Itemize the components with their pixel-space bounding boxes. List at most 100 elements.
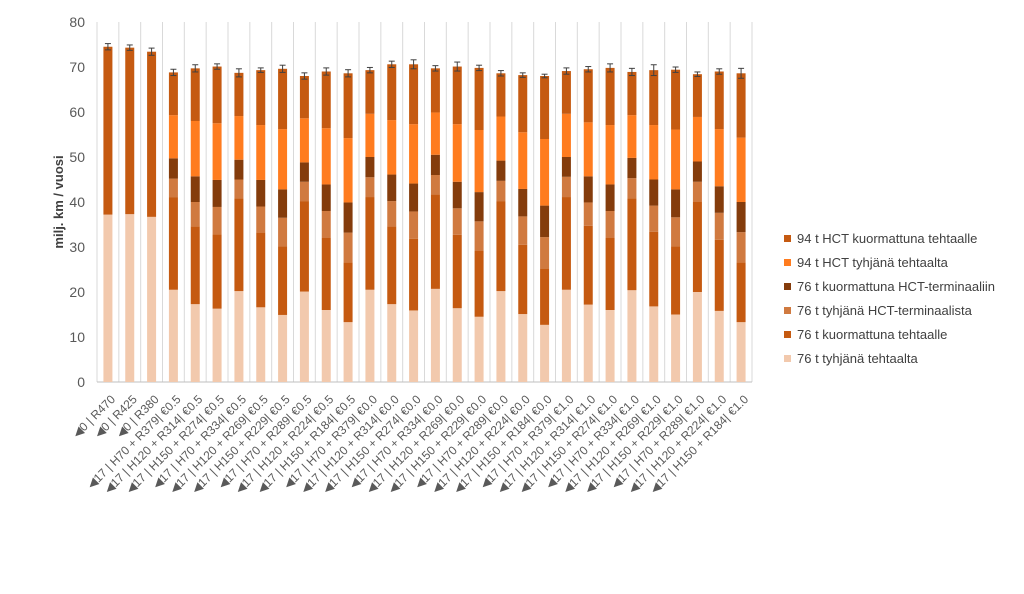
bar-segment bbox=[343, 322, 353, 382]
bar-segment bbox=[692, 202, 702, 292]
bar-segment bbox=[278, 314, 288, 382]
bar-segment bbox=[583, 225, 593, 305]
bar-segment bbox=[343, 202, 353, 233]
bar-segment bbox=[234, 291, 244, 382]
bar-segment bbox=[452, 208, 462, 235]
bar-segment bbox=[430, 175, 440, 195]
bar-segment bbox=[234, 198, 244, 292]
bar-segment bbox=[278, 129, 288, 190]
bar-segment bbox=[256, 70, 266, 126]
bar-segment bbox=[125, 214, 135, 382]
legend-swatch bbox=[784, 234, 791, 242]
bar-segment bbox=[321, 71, 331, 129]
bars bbox=[103, 46, 746, 382]
bar-segment bbox=[212, 179, 222, 207]
bar-segment bbox=[540, 76, 550, 139]
legend-item: 76 t kuormattuna tehtaalle bbox=[784, 322, 1024, 346]
error-bar bbox=[366, 66, 373, 74]
legend-item: 76 t tyhjänä HCT-terminaalista bbox=[784, 298, 1024, 322]
bar-segment bbox=[321, 310, 331, 382]
bar-segment bbox=[692, 116, 702, 162]
error-bar bbox=[519, 72, 526, 78]
bar-segment bbox=[168, 158, 178, 179]
bar-segment bbox=[365, 70, 375, 114]
bar-segment bbox=[671, 246, 681, 315]
bar-segment bbox=[627, 71, 637, 116]
bar-segment bbox=[103, 46, 113, 215]
bar-segment bbox=[387, 201, 397, 227]
y-tick-label: 20 bbox=[69, 284, 85, 300]
bar-segment bbox=[125, 47, 135, 215]
bar-segment bbox=[627, 157, 637, 179]
error-bar bbox=[716, 68, 723, 75]
bar-segment bbox=[540, 139, 550, 206]
bar-segment bbox=[365, 197, 375, 290]
bar-segment bbox=[540, 205, 550, 238]
error-bar bbox=[672, 66, 679, 73]
bar-segment bbox=[627, 115, 637, 158]
bar-segment bbox=[627, 198, 637, 291]
bar-segment bbox=[714, 129, 724, 187]
bar-segment bbox=[234, 179, 244, 199]
bar-segment bbox=[736, 202, 746, 233]
legend-label: 94 t HCT kuormattuna tehtaalle bbox=[797, 230, 978, 246]
bar-segment bbox=[299, 118, 309, 163]
bar-segment bbox=[605, 310, 615, 382]
bar-segment bbox=[430, 112, 440, 155]
bar-segment bbox=[474, 316, 484, 382]
bar-segment bbox=[168, 115, 178, 159]
bar-segment bbox=[343, 232, 353, 263]
bar-segment bbox=[583, 202, 593, 226]
bar-segment bbox=[278, 217, 288, 247]
bar-segment bbox=[387, 304, 397, 382]
bar-segment bbox=[518, 244, 528, 315]
bar-segment bbox=[714, 310, 724, 382]
error-bar bbox=[301, 72, 308, 80]
bar-segment bbox=[212, 123, 222, 180]
error-bar bbox=[388, 60, 395, 68]
bar-segment bbox=[190, 226, 200, 305]
bar-segment bbox=[299, 201, 309, 292]
bar-segment bbox=[605, 184, 615, 211]
error-bar bbox=[454, 61, 461, 72]
bar-segment bbox=[212, 206, 222, 235]
bar-segment bbox=[692, 74, 702, 117]
error-bar bbox=[214, 63, 221, 70]
bar-segment bbox=[430, 68, 440, 113]
error-bar bbox=[126, 44, 133, 51]
bar-segment bbox=[321, 128, 331, 185]
bar-segment bbox=[671, 189, 681, 218]
bar-segment bbox=[540, 324, 550, 382]
bar-segment bbox=[430, 288, 440, 382]
bar-segment bbox=[343, 138, 353, 203]
bar-segment bbox=[365, 177, 375, 198]
bar-segment bbox=[409, 310, 419, 382]
bar-segment bbox=[190, 304, 200, 382]
bar-segment bbox=[387, 174, 397, 202]
bar-segment bbox=[518, 314, 528, 382]
error-bar bbox=[432, 65, 439, 72]
bar-segment bbox=[714, 212, 724, 240]
bar-segment bbox=[387, 120, 397, 175]
bar-segment bbox=[496, 73, 506, 117]
bar-segment bbox=[649, 306, 659, 382]
bar-segment bbox=[190, 121, 200, 177]
bar-segment bbox=[714, 239, 724, 311]
bar-segment bbox=[474, 250, 484, 317]
legend-swatch bbox=[784, 330, 791, 338]
bar-segment bbox=[409, 183, 419, 212]
bar-segment bbox=[168, 72, 178, 116]
bar-segment bbox=[540, 268, 550, 325]
bar-segment bbox=[605, 125, 615, 185]
bar-segment bbox=[736, 137, 746, 202]
bar-segment bbox=[583, 176, 593, 203]
error-bar bbox=[323, 67, 330, 76]
legend-swatch bbox=[784, 258, 791, 266]
bar-segment bbox=[190, 202, 200, 227]
bar-segment bbox=[212, 66, 222, 124]
bar-segment bbox=[234, 72, 244, 117]
error-bar bbox=[235, 68, 242, 78]
error-bar bbox=[257, 67, 264, 73]
bar-segment bbox=[365, 289, 375, 382]
bar-segment bbox=[256, 206, 266, 233]
